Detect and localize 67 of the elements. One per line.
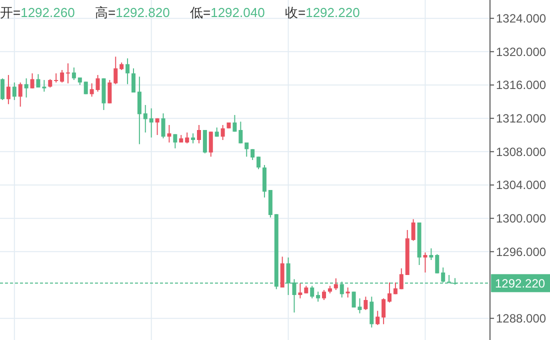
candlestick — [30, 72, 34, 89]
candlestick — [346, 287, 350, 298]
candlestick — [191, 132, 196, 144]
candlestick — [84, 81, 88, 95]
candlestick — [250, 148, 255, 160]
candlestick — [66, 62, 70, 84]
candlestick — [399, 268, 404, 290]
candlestick — [423, 252, 428, 273]
candlestick — [185, 132, 190, 144]
y-tick-label: 1304.000 — [496, 178, 546, 192]
candlestick — [310, 285, 314, 299]
candlestick — [42, 80, 46, 92]
candlestick — [316, 291, 320, 302]
candlestick — [364, 296, 368, 310]
ref-line-label: 1292.220 — [495, 276, 546, 290]
candlestick — [322, 290, 326, 300]
candlestick — [208, 131, 213, 158]
candlestick — [6, 74, 10, 105]
candlestick — [429, 248, 434, 260]
candlestick — [131, 68, 136, 93]
candlestick — [161, 112, 166, 139]
candlestick — [108, 80, 112, 104]
candlestick — [96, 74, 100, 92]
y-tick-label: 1308.000 — [496, 144, 546, 159]
candlestick — [220, 124, 225, 140]
candlestick — [196, 124, 201, 144]
candlestick — [54, 72, 58, 83]
candlestick — [24, 78, 28, 98]
y-tick-label: 1320.000 — [496, 44, 546, 59]
candlestick — [411, 218, 416, 242]
candlestick — [18, 82, 22, 108]
candlestick — [202, 130, 207, 154]
candlestick — [370, 296, 374, 328]
candlestick — [149, 108, 154, 138]
candlestick — [256, 156, 261, 170]
candlestick — [143, 104, 148, 133]
candlestick — [12, 82, 16, 100]
candlestick — [126, 58, 130, 85]
candlestick — [72, 67, 76, 80]
candlestick — [382, 298, 386, 325]
candlestick — [155, 118, 160, 136]
candlestick — [334, 278, 338, 290]
y-tick-label: 1288.000 — [496, 312, 546, 326]
candlestick — [60, 70, 64, 83]
candlestick — [298, 282, 302, 299]
y-tick-label: 1300.000 — [496, 212, 546, 226]
candlestick — [114, 56, 118, 85]
candlestick — [137, 76, 142, 145]
candlestick — [238, 121, 243, 144]
candlestick — [0, 78, 4, 100]
candlestick — [232, 114, 237, 132]
candlestick — [435, 254, 440, 274]
candlestick — [244, 142, 249, 158]
annotation: 开=1292.260 — [0, 5, 75, 20]
candlestick — [90, 82, 94, 98]
annotation: 低=1292.040 — [190, 5, 265, 20]
candlestick — [173, 134, 178, 149]
annotation: 收=1292.220 — [285, 5, 360, 20]
candlestick — [388, 282, 392, 303]
candlestick — [376, 310, 380, 326]
y-tick-label: 1324.000 — [496, 12, 546, 26]
y-tick-label: 1316.000 — [496, 78, 546, 92]
y-tick-label: 1312.000 — [496, 112, 546, 126]
y-tick-label: 1296.000 — [496, 244, 546, 259]
candlestick — [36, 74, 40, 88]
candlestick — [167, 124, 172, 143]
annotation: 高=1292.820 — [95, 5, 170, 20]
